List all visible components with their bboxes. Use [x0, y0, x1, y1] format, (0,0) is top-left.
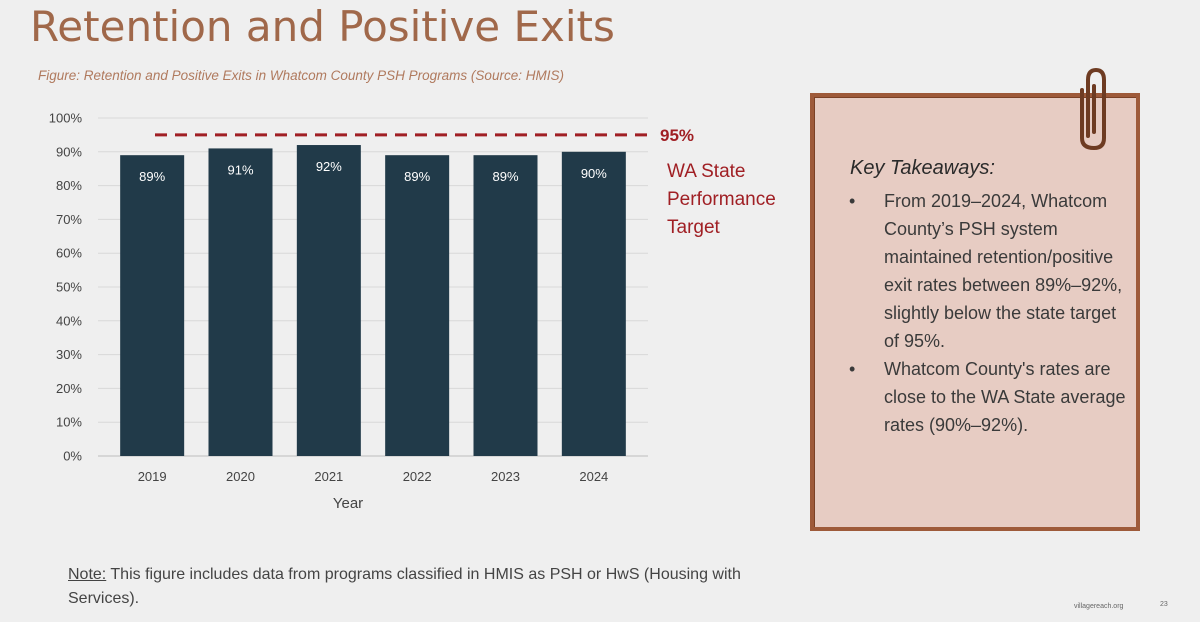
y-tick-label: 80% — [56, 178, 82, 193]
target-label-line-1: WA State — [667, 161, 746, 182]
x-tick-label: 2019 — [138, 469, 167, 484]
bar — [120, 155, 185, 456]
key-takeaways-card: Key Takeaways: • From 2019–2024, Whatcom… — [810, 93, 1140, 531]
bar-data-label: 89% — [404, 169, 430, 184]
bar-chart: 0% 10% 20% 30% 40% 50% 60% 70% 80% 90% 100% 89% 2019… — [49, 111, 694, 513]
note-text: This figure includes data from programs … — [68, 566, 741, 607]
bullet-icon: • — [849, 359, 856, 379]
target-line-label: WA State Performance Target — [667, 158, 776, 242]
takeaway-text: Whatcom County's rates are close to the … — [884, 359, 1126, 435]
page-number: 23 — [1160, 601, 1168, 608]
y-tick-label: 30% — [56, 347, 82, 362]
bar — [473, 155, 538, 456]
y-tick-label: 10% — [56, 415, 82, 430]
figure-note: Note: This figure includes data from pro… — [68, 563, 788, 611]
paperclip-icon — [1080, 67, 1106, 151]
x-tick-label: 2021 — [314, 469, 343, 484]
slide-title: Retention and Positive Exits — [30, 2, 615, 51]
bar-data-label: 91% — [227, 162, 253, 177]
x-tick-label: 2022 — [403, 469, 432, 484]
note-label: Note: — [68, 566, 107, 583]
bar — [208, 148, 273, 457]
footer-website: villagereach.org — [1074, 603, 1124, 610]
x-tick-label: 2020 — [226, 469, 255, 484]
y-tick-label: 20% — [56, 381, 82, 396]
bar — [296, 145, 361, 456]
y-tick-label: 0% — [63, 449, 82, 464]
y-tick-label: 40% — [56, 313, 82, 328]
bullet-icon: • — [849, 191, 856, 211]
target-label-line-2: Performance — [667, 189, 776, 210]
x-axis-title: Year — [333, 495, 363, 512]
y-tick-label: 100% — [49, 111, 83, 126]
y-tick-label: 90% — [56, 144, 82, 159]
bar — [561, 151, 626, 457]
y-tick-label: 60% — [56, 246, 82, 261]
target-label-line-3: Target — [667, 217, 720, 238]
x-tick-label: 2024 — [579, 469, 608, 484]
bar — [385, 155, 450, 456]
bar-data-label: 89% — [492, 169, 518, 184]
key-takeaways-title: Key Takeaways: — [850, 157, 995, 179]
x-tick-label: 2023 — [491, 469, 520, 484]
takeaways-list: • From 2019–2024, Whatcom County’s PSH s… — [844, 187, 1134, 439]
bar-data-label: 89% — [139, 169, 165, 184]
target-value-label: 95% — [660, 126, 694, 145]
bar-data-label: 92% — [316, 159, 342, 174]
takeaway-item: • From 2019–2024, Whatcom County’s PSH s… — [844, 187, 1134, 355]
y-tick-label: 50% — [56, 280, 82, 295]
y-tick-label: 70% — [56, 212, 82, 227]
takeaway-item: • Whatcom County's rates are close to th… — [844, 355, 1134, 439]
bar-data-label: 90% — [581, 166, 607, 181]
takeaway-text: From 2019–2024, Whatcom County’s PSH sys… — [884, 191, 1123, 351]
figure-caption: Figure: Retention and Positive Exits in … — [38, 68, 564, 83]
